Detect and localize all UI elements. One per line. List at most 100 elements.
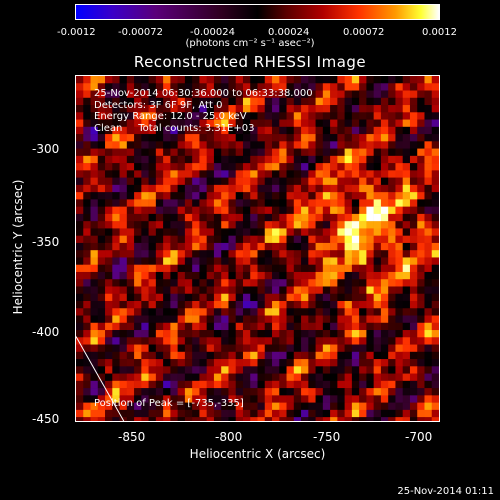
heatmap-cell xyxy=(213,228,222,236)
heatmap-cell xyxy=(213,170,222,178)
heatmap-cell xyxy=(402,206,411,215)
heatmap-cell xyxy=(242,221,251,229)
heatmap-cell xyxy=(192,177,200,186)
heatmap-cell xyxy=(359,308,367,316)
heatmap-cell xyxy=(395,373,403,382)
heatmap-cell xyxy=(301,105,309,113)
heatmap-cell xyxy=(126,322,135,331)
heatmap-cell xyxy=(235,373,244,382)
heatmap-cell xyxy=(163,409,171,418)
heatmap-cell xyxy=(286,213,295,222)
heatmap-cell xyxy=(184,242,193,251)
heatmap-cell xyxy=(330,242,338,251)
heatmap-cell xyxy=(308,242,316,251)
heatmap-cell xyxy=(105,83,113,91)
heatmap-cell xyxy=(170,119,178,128)
heatmap-cell xyxy=(76,300,84,309)
heatmap-cell xyxy=(330,388,338,396)
heatmap-cell xyxy=(380,126,389,135)
heatmap-cell xyxy=(199,257,207,266)
heatmap-cell xyxy=(126,250,135,258)
heatmap-cell xyxy=(395,213,403,222)
heatmap-cell xyxy=(221,213,229,222)
heatmap-cell xyxy=(126,344,135,353)
heatmap-cell xyxy=(286,83,295,91)
heatmap-cell xyxy=(264,395,273,403)
heatmap-cell xyxy=(134,163,142,171)
heatmap-cell xyxy=(424,141,433,149)
heatmap-cell xyxy=(337,83,345,91)
heatmap-cell xyxy=(250,184,258,193)
heatmap-cell xyxy=(155,330,164,338)
heatmap-cell xyxy=(272,351,280,360)
heatmap-cell xyxy=(250,373,258,382)
heatmap-cell xyxy=(431,315,439,324)
heatmap-cell xyxy=(112,257,120,266)
heatmap-cell xyxy=(293,148,302,157)
heatmap-cell xyxy=(235,192,244,200)
heatmap-cell xyxy=(105,300,113,309)
heatmap-cell xyxy=(148,206,157,215)
heatmap-cell xyxy=(250,315,258,324)
heatmap-cell xyxy=(279,293,287,302)
heatmap-cell xyxy=(184,300,193,309)
heatmap-cell xyxy=(322,315,331,324)
heatmap-cell xyxy=(199,206,207,215)
heatmap-cell xyxy=(359,184,367,193)
heatmap-cell xyxy=(417,242,425,251)
heatmap-cell xyxy=(395,90,403,99)
heatmap-cell xyxy=(235,119,244,128)
heatmap-cell xyxy=(97,308,106,316)
heatmap-cell xyxy=(257,90,266,99)
heatmap-cell xyxy=(126,417,135,421)
heatmap-cell xyxy=(170,155,178,164)
heatmap-cell xyxy=(250,206,258,215)
heatmap-cell xyxy=(90,250,99,258)
heatmap-cell xyxy=(366,126,374,135)
heatmap-cell xyxy=(257,199,266,207)
heatmap-cell xyxy=(286,119,295,128)
heatmap-cell xyxy=(228,206,237,215)
heatmap-cell xyxy=(330,300,338,309)
heatmap-cell xyxy=(155,417,164,421)
heatmap-cell xyxy=(177,337,186,345)
heatmap-cell xyxy=(213,373,222,382)
heatmap-cell xyxy=(402,330,411,338)
heatmap-cell xyxy=(344,213,353,222)
heatmap-cell xyxy=(184,141,193,149)
heatmap-cell xyxy=(344,228,353,236)
heatmap-cell xyxy=(155,126,164,135)
heatmap-cell xyxy=(286,322,295,331)
heatmap-cell xyxy=(286,271,295,280)
heatmap-cell xyxy=(163,90,171,99)
heatmap-cell xyxy=(431,286,439,295)
heatmap-cell xyxy=(97,366,106,374)
heatmap-cell xyxy=(213,105,222,113)
heatmap-cell xyxy=(279,141,287,149)
heatmap-cell xyxy=(206,126,215,135)
heatmap-cell xyxy=(308,308,316,316)
heatmap-cell xyxy=(359,250,367,258)
heatmap-cell xyxy=(409,76,418,84)
heatmap-cell xyxy=(366,119,374,128)
heatmap-cell xyxy=(380,112,389,120)
heatmap-cell xyxy=(242,213,251,222)
heatmap-cell xyxy=(264,126,273,135)
heatmap-cell xyxy=(409,417,418,421)
heatmap-cell xyxy=(155,380,164,389)
heatmap-cell xyxy=(322,221,331,229)
heatmap-cell xyxy=(177,279,186,287)
heatmap-cell xyxy=(402,308,411,316)
heatmap-cell xyxy=(315,257,324,266)
heatmap-cell xyxy=(279,257,287,266)
heatmap-cell xyxy=(308,213,316,222)
y-tick-label: -450 xyxy=(32,412,60,426)
heatmap-cell xyxy=(424,235,433,244)
heatmap-cell xyxy=(148,271,157,280)
heatmap-cell xyxy=(83,199,91,207)
heatmap-cell xyxy=(431,97,439,106)
heatmap-cell xyxy=(221,395,229,403)
heatmap-cell xyxy=(177,264,186,273)
heatmap-cell xyxy=(409,235,418,244)
heatmap-cell xyxy=(366,250,374,258)
